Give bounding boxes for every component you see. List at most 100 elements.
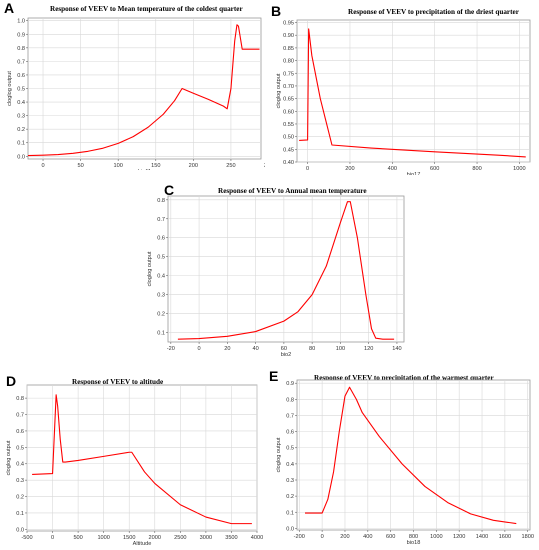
y-tick-label: 0.85 [283, 46, 294, 52]
y-tick-label: 0.7 [17, 59, 25, 65]
y-tick-label: 0.3 [17, 114, 25, 120]
x-tick-label: 2500 [174, 535, 186, 541]
x-tick-label: 0 [306, 166, 309, 172]
x-axis-label: Altitude [133, 541, 152, 547]
y-tick-label: 0.65 [283, 97, 294, 103]
x-tick-label: 0 [321, 534, 324, 540]
y-tick-label: 0.95 [283, 21, 294, 27]
y-tick-label: 0.8 [16, 396, 24, 402]
y-tick-label: 0.55 [283, 122, 294, 128]
y-tick-label: 0.9 [286, 381, 294, 387]
x-tick-label: 1000 [513, 166, 525, 172]
chart-d: -500 0 500 1000 1500 2000 2500 3000 3500 4000 0.0 0… [6, 384, 263, 547]
panel-letter-c: C [164, 182, 175, 198]
x-tick-label: 120 [364, 346, 373, 352]
y-tick-label: 0.0 [16, 527, 24, 533]
x-tick-label: 250 [226, 163, 235, 169]
x-tick-label: 1400 [476, 534, 488, 540]
y-tick-label: 0.1 [17, 141, 25, 147]
panel-c-title: Response of VEEV to Annual mean temperat… [218, 187, 367, 195]
panel-letter-d: D [6, 373, 17, 389]
x-tick-label: 60 [281, 346, 287, 352]
y-tick-label: 0.1 [286, 510, 294, 516]
y-tick-label: 0.70 [283, 84, 294, 90]
x-tick-label: 4000 [251, 535, 263, 541]
panel-b-title: Response of VEEV to precipitation of the… [348, 8, 519, 16]
response-curve-c [177, 201, 395, 340]
x-axis-label: bio11 [138, 169, 151, 170]
y-tick-label: 0.8 [17, 46, 25, 52]
x-axis-label: bio2 [281, 352, 292, 358]
y-tick-label: 0.5 [17, 87, 25, 93]
x-tick-label: -20 [167, 346, 175, 352]
y-tick-label: 0.7 [286, 413, 294, 419]
x-tick-label: 1500 [123, 535, 135, 541]
x-tick-label: 600 [430, 166, 439, 172]
x-tick-label: -200 [294, 534, 305, 540]
x-tick-label: 0 [198, 346, 201, 352]
y-tick-label: 0.6 [16, 429, 24, 435]
y-tick-label: 0.45 [283, 147, 294, 153]
y-axis-label: cloglog output [147, 251, 153, 286]
y-tick-label: 0.4 [157, 274, 165, 280]
y-tick-label: 1.0 [17, 19, 25, 25]
x-tick-label: 100 [114, 163, 123, 169]
y-tick-label: 0.2 [16, 495, 24, 501]
y-tick-label: 0.1 [16, 511, 24, 517]
y-tick-label: 0.7 [16, 413, 24, 419]
y-tick-label: 0.5 [286, 446, 294, 452]
panel-letter-b: B [271, 3, 282, 19]
x-tick-label: 3000 [200, 535, 212, 541]
x-tick-label: 1200 [453, 534, 465, 540]
x-tick-label: 0 [41, 163, 44, 169]
x-tick-label: 1000 [97, 535, 109, 541]
y-tick-label: 0.3 [157, 293, 165, 299]
x-tick-label: 800 [472, 166, 481, 172]
y-tick-label: 0.2 [17, 127, 25, 133]
plot-area-d [26, 384, 258, 532]
y-tick-label: 0.5 [157, 255, 165, 261]
panel-a-title: Response of VEEV to Mean temperature of … [50, 5, 243, 13]
y-tick-label: 0.0 [286, 526, 294, 532]
x-tick-label: 40 [252, 346, 258, 352]
y-tick-label: 0.2 [286, 494, 294, 500]
response-curve-a [27, 24, 260, 157]
x-tick-label: 150 [151, 163, 160, 169]
y-tick-label: 0.9 [17, 32, 25, 38]
y-tick-label: 0.8 [286, 397, 294, 403]
x-tick-label: 1600 [499, 534, 511, 540]
x-tick-label: 50 [77, 163, 83, 169]
y-tick-label: 0.80 [283, 59, 294, 65]
y-tick-label: 0.5 [16, 445, 24, 451]
x-axis-label: bio17 [407, 172, 421, 175]
x-tick-label: 100 [336, 346, 345, 352]
y-tick-label: 0.75 [283, 71, 294, 77]
response-curve-b [299, 28, 526, 158]
x-tick-label: 20 [224, 346, 230, 352]
x-tick-label: 600 [386, 534, 395, 540]
x-tick-label: 500 [73, 535, 82, 541]
y-tick-label: 0.4 [17, 100, 25, 106]
x-axis-label: bio18 [407, 540, 421, 546]
x-tick-label: 3500 [225, 535, 237, 541]
chart-b: 0 200 400 600 800 1000 0.40 0.45 0.50 0.55 0.60 0.6… [276, 19, 531, 175]
y-tick-label: 0.0 [17, 154, 25, 160]
y-axis-label: cloglog output [276, 73, 282, 108]
x-tick-label: 400 [363, 534, 372, 540]
x-tick-label: 140 [392, 346, 401, 352]
y-tick-label: 0.6 [286, 430, 294, 436]
y-tick-label: 0.3 [286, 478, 294, 484]
x-tick-label: 1000 [430, 534, 442, 540]
plot-area-c [167, 195, 405, 343]
y-tick-label: 0.8 [157, 198, 165, 204]
y-tick-label: 0.40 [283, 160, 294, 166]
chart-a: 0 50 100 150 200 250 300 0.0 0.1 0.2 0.3 0.4 0.5 0.6 0… [7, 17, 265, 170]
x-tick-label: -500 [21, 535, 32, 541]
y-tick-label: 0.6 [17, 73, 25, 79]
y-tick-label: 0.6 [157, 236, 165, 242]
x-tick-label: 800 [409, 534, 418, 540]
x-tick-label: 2000 [149, 535, 161, 541]
y-tick-label: 0.50 [283, 135, 294, 141]
panel-letter-e: E [269, 368, 279, 384]
